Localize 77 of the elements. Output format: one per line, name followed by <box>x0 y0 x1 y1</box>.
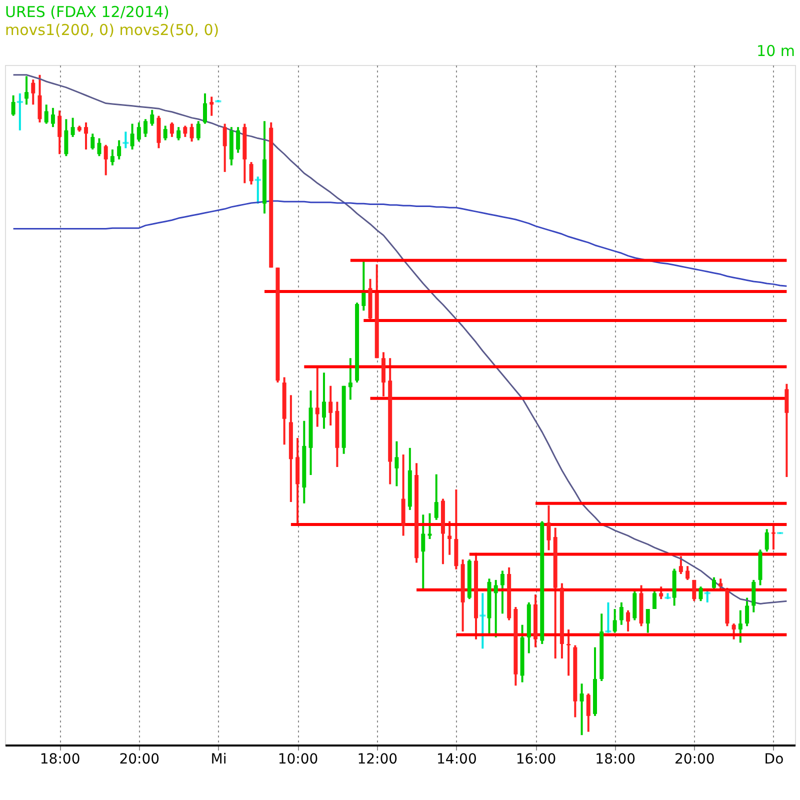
candlestick <box>500 570 504 615</box>
candlestick <box>315 367 320 428</box>
candlestick <box>718 578 723 591</box>
candlestick <box>183 124 188 138</box>
candlestick <box>24 75 29 106</box>
candlestick <box>328 384 333 426</box>
candlestick <box>104 144 108 176</box>
candlestick <box>752 578 756 614</box>
text: 10 m <box>756 42 795 60</box>
candlestick <box>38 74 42 124</box>
candlestick <box>566 628 571 677</box>
candlestick <box>90 132 95 151</box>
candlestick <box>236 126 240 154</box>
chart-subtitle: movs1(200, 0) movs2(50, 0) <box>5 21 220 39</box>
candlestick <box>434 473 438 521</box>
candlestick <box>31 78 36 106</box>
candlestick <box>144 118 148 138</box>
candlestick <box>362 260 366 312</box>
candlestick <box>50 106 55 128</box>
x-tick-label: 16:00 <box>516 752 556 768</box>
candlestick <box>110 148 114 166</box>
candlestick <box>580 682 584 736</box>
candlestick <box>678 555 683 576</box>
candlestick <box>494 578 498 638</box>
candlestick <box>732 622 736 640</box>
x-tick-label: 20:00 <box>674 752 715 768</box>
candlestick <box>619 601 624 626</box>
candlestick <box>136 121 141 143</box>
x-tick-label: 12:00 <box>357 752 398 768</box>
candlestick <box>421 514 426 591</box>
candlestick <box>745 596 750 628</box>
candlestick <box>150 108 154 127</box>
candlestick <box>428 512 432 540</box>
candlestick <box>348 357 352 401</box>
x-tick-label: 14:00 <box>436 752 477 768</box>
candlestick <box>764 528 769 553</box>
candlestick <box>652 590 656 610</box>
candlestick <box>546 504 551 552</box>
candlestick <box>249 161 254 186</box>
candlestick <box>692 578 696 602</box>
candlestick <box>44 104 48 125</box>
candlestick <box>612 608 617 634</box>
candlestick <box>222 122 227 173</box>
candlestick <box>84 121 88 151</box>
candlestick <box>738 609 742 644</box>
candlestick <box>712 576 716 591</box>
candlestick <box>646 608 650 634</box>
candlestick <box>686 565 690 581</box>
chart-title: URES (FDAX 12/2014) <box>5 3 170 21</box>
candlestick <box>11 94 16 117</box>
candlestick <box>117 139 122 160</box>
x-tick-label: 18:00 <box>40 752 80 768</box>
candlestick <box>70 116 75 138</box>
x-tick-label: Do <box>764 752 784 768</box>
candlestick <box>170 121 174 138</box>
candlestick <box>394 440 399 488</box>
candlestick <box>784 382 789 478</box>
candlestick <box>97 137 102 158</box>
x-tick-label: 18:00 <box>595 752 636 768</box>
candlestick <box>586 692 590 733</box>
candlestick <box>190 122 194 143</box>
candlestick <box>203 92 207 125</box>
candlestick <box>163 124 168 142</box>
candlestick <box>626 609 630 632</box>
candlestick <box>322 372 326 430</box>
candlestick <box>448 520 452 556</box>
candlestick <box>176 126 181 142</box>
candlestick <box>659 586 664 600</box>
x-tick-label: 20:00 <box>119 752 160 768</box>
candlestick <box>58 110 62 156</box>
candlestick <box>698 586 703 602</box>
candlestick <box>196 120 200 142</box>
x-tick-label: 10:00 <box>278 752 318 768</box>
candlestick <box>210 96 214 117</box>
candlestick <box>64 118 68 158</box>
candlestick <box>130 122 134 151</box>
x-tick-label: Mi <box>210 752 227 768</box>
